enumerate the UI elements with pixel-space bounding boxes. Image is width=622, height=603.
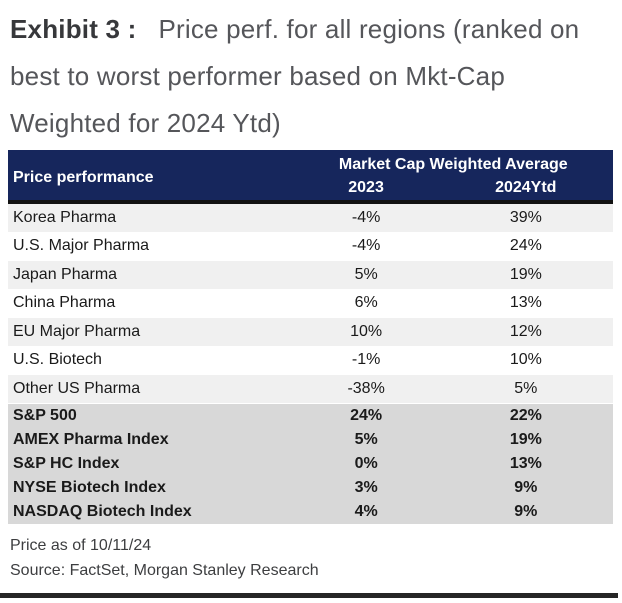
table-row-us-biotech: U.S. Biotech -1% 10% [8, 346, 613, 375]
column-group-header: Market Cap Weighted Average [338, 156, 568, 173]
column-header-2023: 2023 [348, 179, 384, 196]
value-2024ytd: 12% [509, 322, 542, 340]
value-2024ytd: 19% [509, 430, 542, 448]
table-row-nyse-biotech-index: NYSE Biotech Index 3% 9% [8, 476, 613, 501]
table-row-other-us-pharma: Other US Pharma -38% 5% [8, 375, 613, 404]
value-2024ytd: 13% [509, 454, 542, 472]
table-row-korea-pharma: Korea Pharma -4% 39% [8, 204, 613, 233]
table-row-sp-hc-index: S&P HC Index 0% 13% [8, 451, 613, 477]
value-2023: 0% [354, 454, 378, 472]
value-2024ytd: 13% [509, 294, 542, 312]
bottom-border [0, 593, 618, 598]
table-row-eu-major-pharma: EU Major Pharma 10% 12% [8, 318, 613, 347]
exhibit-title: Exhibit 3 : Price perf. for all regions (… [10, 6, 612, 147]
row-label: China Pharma [13, 294, 116, 312]
table-row-us-major-pharma: U.S. Major Pharma -4% 24% [8, 232, 613, 261]
row-label: Japan Pharma [13, 265, 118, 283]
value-2023: 3% [354, 479, 378, 497]
value-2023: 24% [350, 406, 383, 424]
row-label: U.S. Major Pharma [13, 237, 150, 255]
row-label: NASDAQ Biotech Index [13, 503, 192, 521]
table-body: Korea Pharma -4% 39% U.S. Major Pharma -… [8, 204, 613, 525]
row-label: Korea Pharma [13, 208, 117, 226]
row-label: U.S. Biotech [13, 351, 102, 369]
table-row-sp500: S&P 500 24% 22% [8, 403, 613, 428]
value-2024ytd: 9% [514, 479, 538, 497]
row-label: NYSE Biotech Index [13, 479, 166, 497]
value-2024ytd: 19% [509, 265, 542, 283]
row-label: AMEX Pharma Index [13, 430, 169, 448]
table-header-right: Market Cap Weighted Average 2023 2024Ytd [294, 150, 613, 200]
sub-headers: 2023 2024Ytd [294, 176, 613, 199]
value-2024ytd: 39% [509, 208, 542, 226]
value-2024ytd: 22% [509, 406, 542, 424]
value-2024ytd: 10% [509, 351, 542, 369]
table-row-japan-pharma: Japan Pharma 5% 19% [8, 261, 613, 290]
table-row-nasdaq-biotech-index: NASDAQ Biotech Index 4% 9% [8, 500, 613, 525]
value-2023: 4% [354, 503, 378, 521]
value-2023: -4% [351, 237, 381, 255]
table-row-amex-pharma-index: AMEX Pharma Index 5% 19% [8, 427, 613, 452]
value-2023: -38% [347, 379, 385, 397]
value-2024ytd: 24% [509, 237, 542, 255]
column-header-price-performance: Price performance [13, 169, 154, 186]
header-divider [8, 200, 613, 204]
value-2023: 10% [350, 322, 383, 340]
table-header: Price performance Market Cap Weighted Av… [8, 150, 613, 200]
value-2023: -4% [351, 208, 381, 226]
value-2023: 6% [354, 294, 378, 312]
exhibit-description: Price perf. for all regions (ranked on b… [10, 14, 580, 138]
value-2024ytd: 5% [514, 379, 538, 397]
row-label: EU Major Pharma [13, 322, 141, 340]
source-note: Source: FactSet, Morgan Stanley Research [10, 562, 319, 580]
value-2024ytd: 9% [514, 503, 538, 521]
price-performance-table: Price performance Market Cap Weighted Av… [8, 150, 613, 525]
value-2023: 5% [354, 430, 378, 448]
value-2023: 5% [354, 265, 378, 283]
value-2023: -1% [351, 351, 381, 369]
table-row-china-pharma: China Pharma 6% 13% [8, 289, 613, 318]
exhibit-label: Exhibit 3 : [10, 14, 137, 44]
exhibit-page: Exhibit 3 : Price perf. for all regions (… [0, 6, 622, 603]
price-asof-note: Price as of 10/11/24 [10, 537, 152, 555]
row-label: S&P 500 [13, 406, 77, 424]
column-header-2024ytd: 2024Ytd [495, 179, 557, 196]
table-footnotes: Price as of 10/11/24 Source: FactSet, Mo… [10, 533, 622, 583]
row-label: S&P HC Index [13, 454, 120, 472]
row-label: Other US Pharma [13, 379, 141, 397]
